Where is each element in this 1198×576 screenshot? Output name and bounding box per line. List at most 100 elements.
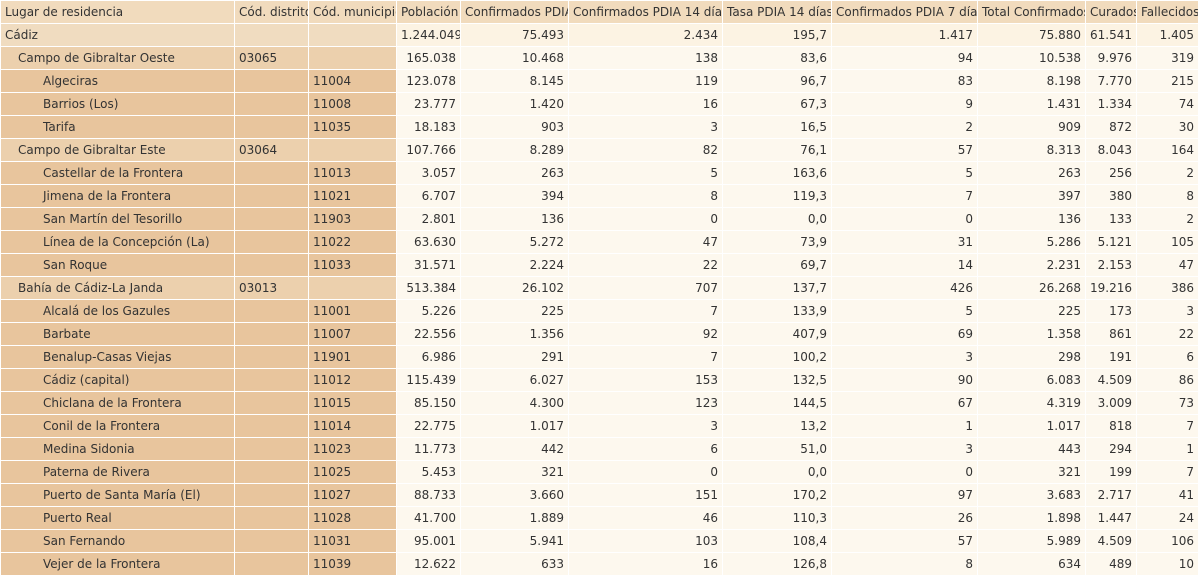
- value-cell: 19.216: [1086, 277, 1137, 300]
- value-cell: 31: [832, 231, 978, 254]
- value-cell: 67: [832, 392, 978, 415]
- value-cell: 163,6: [723, 162, 832, 185]
- value-cell: 3: [832, 438, 978, 461]
- empty-cell: [235, 553, 309, 576]
- municipality-code: 11012: [309, 369, 397, 392]
- value-cell: 8.145: [461, 70, 569, 93]
- value-cell: 108,4: [723, 530, 832, 553]
- value-cell: 5: [569, 162, 723, 185]
- value-cell: 12.622: [397, 553, 461, 576]
- value-cell: 69: [832, 323, 978, 346]
- value-cell: 0,0: [723, 208, 832, 231]
- value-cell: 10: [1137, 553, 1198, 576]
- value-cell: 8: [569, 185, 723, 208]
- value-cell: 97: [832, 484, 978, 507]
- empty-cell: [235, 507, 309, 530]
- municipality-code: 11008: [309, 93, 397, 116]
- value-cell: 136: [461, 208, 569, 231]
- value-cell: 75.493: [461, 24, 569, 47]
- place-name: Vejer de la Frontera: [1, 553, 235, 576]
- value-cell: 8.198: [978, 70, 1086, 93]
- value-cell: 4.300: [461, 392, 569, 415]
- value-cell: 73: [1137, 392, 1198, 415]
- municipality-code: 11001: [309, 300, 397, 323]
- value-cell: 123.078: [397, 70, 461, 93]
- value-cell: 386: [1137, 277, 1198, 300]
- value-cell: 51,0: [723, 438, 832, 461]
- municipality-code: 11033: [309, 254, 397, 277]
- column-header: Curados: [1086, 1, 1137, 24]
- value-cell: 164: [1137, 139, 1198, 162]
- value-cell: 107.766: [397, 139, 461, 162]
- municipality-code: 11903: [309, 208, 397, 231]
- place-name: Algeciras: [1, 70, 235, 93]
- value-cell: 5: [832, 162, 978, 185]
- value-cell: 2.434: [569, 24, 723, 47]
- value-cell: 41: [1137, 484, 1198, 507]
- value-cell: 1.334: [1086, 93, 1137, 116]
- value-cell: 6: [1137, 346, 1198, 369]
- value-cell: 5.286: [978, 231, 1086, 254]
- value-cell: 489: [1086, 553, 1137, 576]
- municipality-code: 11027: [309, 484, 397, 507]
- value-cell: 3.683: [978, 484, 1086, 507]
- place-name: San Martín del Tesorillo: [1, 208, 235, 231]
- value-cell: 2: [1137, 162, 1198, 185]
- empty-cell: [235, 24, 309, 47]
- value-cell: 22.775: [397, 415, 461, 438]
- value-cell: 1.405: [1137, 24, 1198, 47]
- value-cell: 0,0: [723, 461, 832, 484]
- value-cell: 263: [978, 162, 1086, 185]
- value-cell: 1.244.049: [397, 24, 461, 47]
- municipality-code: 11035: [309, 116, 397, 139]
- municipality-code: 11025: [309, 461, 397, 484]
- value-cell: 2: [832, 116, 978, 139]
- value-cell: 2.231: [978, 254, 1086, 277]
- place-name: San Roque: [1, 254, 235, 277]
- value-cell: 0: [832, 461, 978, 484]
- value-cell: 76,1: [723, 139, 832, 162]
- value-cell: 4.509: [1086, 369, 1137, 392]
- value-cell: 0: [832, 208, 978, 231]
- value-cell: 16: [569, 93, 723, 116]
- value-cell: 26: [832, 507, 978, 530]
- column-header: Tasa PDIA 14 días: [723, 1, 832, 24]
- place-name: Campo de Gibraltar Oeste: [1, 47, 235, 70]
- value-cell: 2.717: [1086, 484, 1137, 507]
- value-cell: 67,3: [723, 93, 832, 116]
- municipality-code: 11023: [309, 438, 397, 461]
- value-cell: 8.313: [978, 139, 1086, 162]
- value-cell: 1.358: [978, 323, 1086, 346]
- column-header: Confirmados PDIA 14 días: [569, 1, 723, 24]
- value-cell: 173: [1086, 300, 1137, 323]
- value-cell: 1.431: [978, 93, 1086, 116]
- municipality-code: 11021: [309, 185, 397, 208]
- value-cell: 47: [1137, 254, 1198, 277]
- value-cell: 75.880: [978, 24, 1086, 47]
- value-cell: 23.777: [397, 93, 461, 116]
- value-cell: 18.183: [397, 116, 461, 139]
- value-cell: 5.272: [461, 231, 569, 254]
- empty-cell: [235, 530, 309, 553]
- value-cell: 136: [978, 208, 1086, 231]
- value-cell: 1.447: [1086, 507, 1137, 530]
- value-cell: 11.773: [397, 438, 461, 461]
- value-cell: 133,9: [723, 300, 832, 323]
- value-cell: 47: [569, 231, 723, 254]
- empty-cell: [235, 254, 309, 277]
- place-name: Línea de la Concepción (La): [1, 231, 235, 254]
- place-name: Tarifa: [1, 116, 235, 139]
- value-cell: 442: [461, 438, 569, 461]
- value-cell: 256: [1086, 162, 1137, 185]
- value-cell: 6.986: [397, 346, 461, 369]
- value-cell: 380: [1086, 185, 1137, 208]
- value-cell: 82: [569, 139, 723, 162]
